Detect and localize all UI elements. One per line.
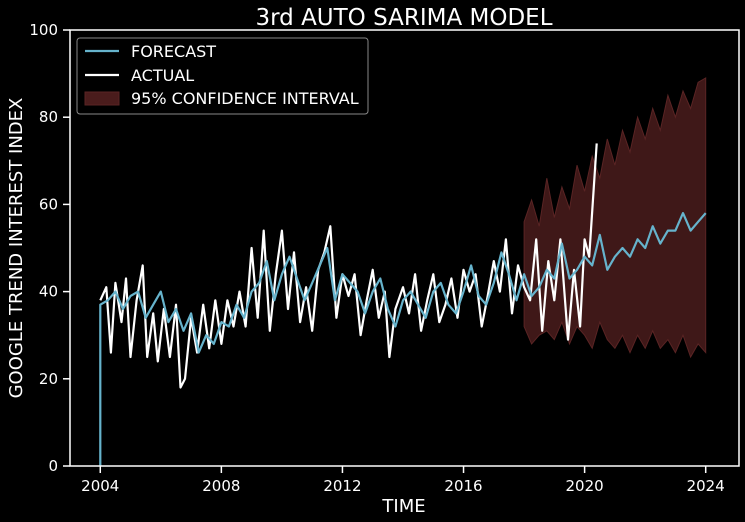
legend-ci-swatch	[84, 91, 120, 106]
y-tick-label: 100	[29, 21, 58, 39]
confidence-interval-band	[523, 77, 707, 359]
axes-frame	[69, 29, 740, 467]
legend-ci-label: 95% CONFIDENCE INTERVAL	[131, 89, 359, 108]
x-tick-label: 2024	[687, 477, 725, 495]
y-tick-label: 40	[39, 283, 58, 301]
legend-actual-label: ACTUAL	[131, 66, 194, 85]
x-axis: 2004 2008 2012 2016 2020 2024	[81, 466, 725, 495]
x-tick-label: 2016	[444, 477, 482, 495]
y-tick-label: 80	[39, 108, 58, 126]
plot-area	[99, 77, 707, 466]
y-tick-label: 0	[48, 457, 58, 475]
y-tick-label: 60	[39, 195, 58, 213]
legend: FORECAST ACTUAL 95% CONFIDENCE INTERVAL	[76, 37, 369, 115]
x-axis-label: TIME	[381, 496, 425, 517]
y-axis-label: GOOGLE TREND INTEREST INDEX	[6, 98, 27, 399]
x-tick-label: 2004	[81, 477, 119, 495]
x-tick-label: 2020	[566, 477, 604, 495]
legend-box	[76, 37, 369, 115]
legend-forecast-label: FORECAST	[131, 42, 216, 61]
x-tick-label: 2008	[202, 477, 240, 495]
y-axis: 0 20 40 60 80 100	[29, 21, 70, 475]
x-tick-label: 2012	[323, 477, 361, 495]
forecast-series-line	[99, 212, 707, 466]
y-tick-label: 20	[39, 370, 58, 388]
chart-title: 3rd AUTO SARIMA MODEL	[255, 5, 552, 31]
